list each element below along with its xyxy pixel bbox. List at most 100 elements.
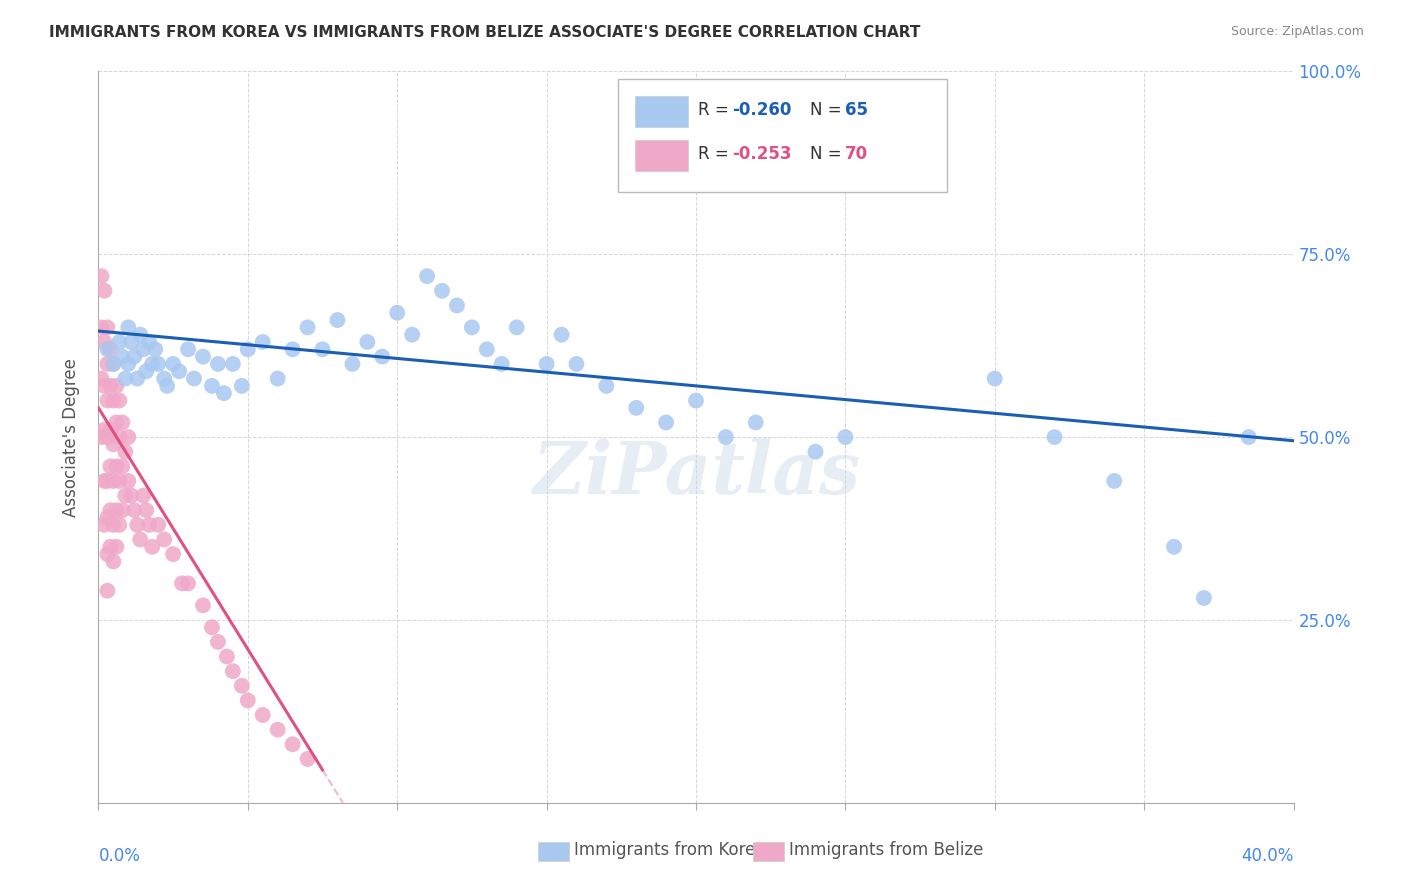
Point [108, 474, 131, 488]
Point [120, 334, 142, 349]
Point [111, 459, 134, 474]
Point [103, 554, 125, 568]
Point [201, 379, 224, 393]
Point [1043, 430, 1066, 444]
Point [461, 320, 484, 334]
Point [172, 576, 194, 591]
Point [236, 693, 259, 707]
Text: 65: 65 [845, 101, 869, 120]
Point [565, 357, 588, 371]
Point [108, 430, 131, 444]
Point [191, 350, 214, 364]
FancyBboxPatch shape [619, 78, 948, 192]
Point [1104, 474, 1126, 488]
Text: -0.253: -0.253 [733, 145, 792, 163]
Point [491, 357, 513, 371]
Point [984, 371, 1007, 385]
Point [446, 298, 468, 312]
Point [207, 357, 229, 371]
Point [114, 371, 136, 385]
Point [267, 371, 290, 385]
Point [167, 364, 190, 378]
Point [201, 620, 224, 634]
Point [215, 649, 238, 664]
Point [117, 474, 139, 488]
Point [127, 517, 149, 532]
Point [96, 430, 118, 444]
Point [162, 547, 184, 561]
Point [105, 540, 128, 554]
Text: N =: N = [810, 145, 846, 163]
Point [252, 708, 274, 723]
Point [103, 357, 125, 371]
Point [236, 343, 259, 357]
FancyBboxPatch shape [636, 140, 688, 171]
Point [430, 284, 453, 298]
Point [105, 416, 128, 430]
Point [108, 393, 131, 408]
Point [103, 437, 125, 451]
Point [148, 517, 170, 532]
FancyBboxPatch shape [754, 841, 785, 861]
Point [231, 379, 253, 393]
Point [385, 306, 409, 320]
Text: Immigrants from Belize: Immigrants from Belize [789, 841, 984, 859]
Point [90, 320, 112, 334]
Point [108, 334, 131, 349]
Point [127, 371, 149, 385]
Point [105, 379, 128, 393]
Point [138, 334, 160, 349]
Point [655, 416, 678, 430]
Point [90, 430, 112, 444]
Point [114, 444, 136, 458]
Point [98, 379, 122, 393]
Point [96, 343, 118, 357]
Point [103, 474, 125, 488]
Point [114, 489, 136, 503]
Point [177, 343, 200, 357]
Point [129, 533, 152, 547]
Point [153, 533, 176, 547]
Point [1237, 430, 1260, 444]
Point [267, 723, 290, 737]
Point [231, 679, 253, 693]
Point [141, 357, 163, 371]
Point [326, 313, 349, 327]
Point [93, 334, 115, 349]
Point [342, 357, 364, 371]
Point [108, 517, 131, 532]
Text: Immigrants from Korea: Immigrants from Korea [574, 841, 766, 859]
Point [311, 343, 333, 357]
Point [90, 371, 112, 385]
Point [93, 379, 115, 393]
Point [138, 517, 160, 532]
Point [93, 474, 115, 488]
Point [132, 489, 155, 503]
Point [120, 489, 142, 503]
Point [356, 334, 378, 349]
Point [98, 423, 122, 437]
Point [93, 423, 115, 437]
Point [595, 379, 617, 393]
Text: ZiPatlas: ZiPatlas [531, 438, 860, 509]
Point [506, 320, 529, 334]
Point [132, 343, 155, 357]
Point [141, 540, 163, 554]
Text: R =: R = [699, 101, 734, 120]
FancyBboxPatch shape [636, 96, 688, 127]
Point [96, 547, 118, 561]
Point [105, 459, 128, 474]
Point [156, 379, 179, 393]
Point [98, 459, 122, 474]
Point [401, 327, 423, 342]
Point [117, 357, 139, 371]
Point [90, 269, 112, 284]
Point [222, 664, 245, 678]
Point [96, 474, 118, 488]
Point [191, 599, 214, 613]
Point [98, 540, 122, 554]
FancyBboxPatch shape [538, 841, 569, 861]
Point [475, 343, 498, 357]
Point [416, 269, 439, 284]
Point [98, 343, 122, 357]
